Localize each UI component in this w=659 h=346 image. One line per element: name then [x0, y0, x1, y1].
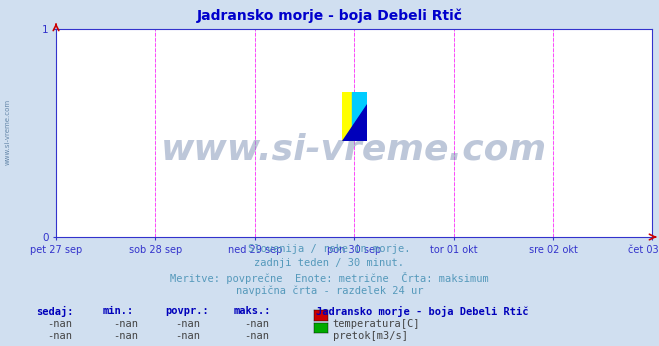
Polygon shape	[341, 104, 366, 141]
Text: sedaj:: sedaj:	[36, 306, 74, 317]
Text: -nan: -nan	[244, 319, 270, 329]
Bar	[352, 92, 366, 141]
Text: Slovenija / reke in morje.: Slovenija / reke in morje.	[248, 244, 411, 254]
Text: -nan: -nan	[47, 319, 72, 329]
Text: www.si-vreme.com: www.si-vreme.com	[161, 133, 547, 167]
Text: temperatura[C]: temperatura[C]	[333, 319, 420, 329]
Text: www.si-vreme.com: www.si-vreme.com	[5, 98, 11, 165]
Text: navpična črta - razdelek 24 ur: navpična črta - razdelek 24 ur	[236, 285, 423, 296]
Text: -nan: -nan	[175, 319, 200, 329]
Text: -nan: -nan	[113, 319, 138, 329]
Text: Jadransko morje - boja Debeli Rtič: Jadransko morje - boja Debeli Rtič	[196, 9, 463, 23]
Text: Meritve: povprečne  Enote: metrične  Črta: maksimum: Meritve: povprečne Enote: metrične Črta:…	[170, 272, 489, 284]
Text: povpr.:: povpr.:	[165, 306, 208, 316]
Text: -nan: -nan	[244, 331, 270, 342]
Text: -nan: -nan	[113, 331, 138, 342]
Text: -nan: -nan	[47, 331, 72, 342]
Text: min.:: min.:	[102, 306, 133, 316]
Text: maks.:: maks.:	[234, 306, 272, 316]
Text: zadnji teden / 30 minut.: zadnji teden / 30 minut.	[254, 258, 405, 268]
Text: pretok[m3/s]: pretok[m3/s]	[333, 331, 408, 342]
Text: -nan: -nan	[175, 331, 200, 342]
Bar	[341, 92, 352, 141]
Text: Jadransko morje - boja Debeli Rtič: Jadransko morje - boja Debeli Rtič	[316, 306, 529, 317]
